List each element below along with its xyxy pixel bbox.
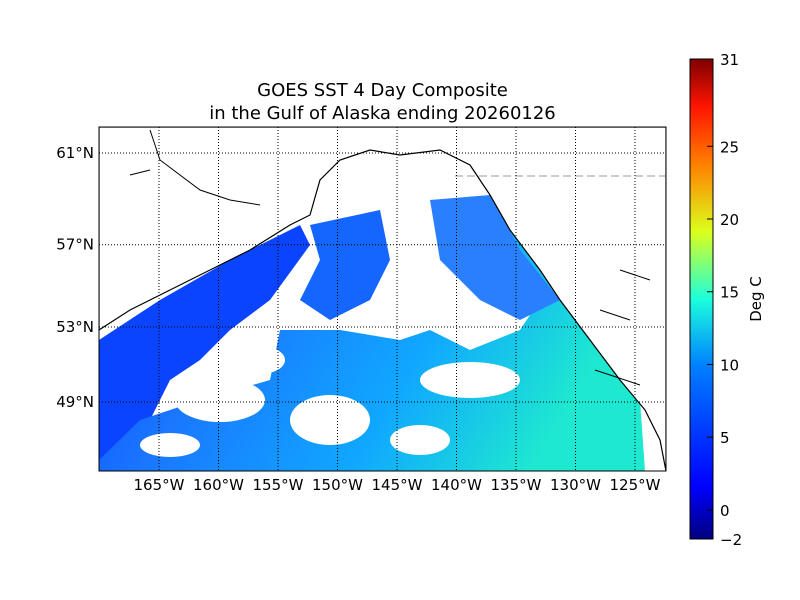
sst-patch-central <box>300 210 390 320</box>
colorbar <box>689 58 714 540</box>
colorbar-label: Deg C <box>747 276 765 322</box>
lat-tick-label: 49°N <box>56 393 94 411</box>
land-alaska-canada <box>99 127 666 471</box>
sst-patch-west <box>99 225 310 460</box>
colorbar-tick-label: 20 <box>720 211 739 229</box>
lon-tick-label: 145°W <box>372 476 423 494</box>
colorbar-tick-label: 15 <box>720 284 739 302</box>
lon-tick-label: 165°W <box>134 476 185 494</box>
chart-title-line-2: in the Gulf of Alaska ending 20260126 <box>209 103 556 124</box>
lon-tick-label: 155°W <box>253 476 304 494</box>
colorbar-tick-label: 0 <box>720 502 730 520</box>
lon-tick-label: 140°W <box>431 476 482 494</box>
chart-title-line-1: GOES SST 4 Day Composite <box>257 80 508 101</box>
sst-patch-northeast <box>430 195 560 320</box>
lon-tick-label: 130°W <box>550 476 601 494</box>
lon-tick-label: 150°W <box>312 476 363 494</box>
colorbar-tick-label: 5 <box>720 429 730 447</box>
lat-tick-label: 53°N <box>56 318 94 336</box>
lon-tick-label: 125°W <box>610 476 661 494</box>
colorbar-tick-label: −2 <box>720 531 742 549</box>
lon-tick-label: 160°W <box>193 476 244 494</box>
colorbar-tick-label: 25 <box>720 138 739 156</box>
map-frame <box>98 126 667 472</box>
graticule <box>99 127 666 471</box>
cloud-gaps <box>140 346 520 457</box>
sst-field <box>99 127 666 471</box>
coast-detail <box>129 129 651 386</box>
lat-tick-label: 57°N <box>56 236 94 254</box>
lon-tick-label: 135°W <box>491 476 542 494</box>
lat-tick-label: 61°N <box>56 144 94 162</box>
colorbar-tick-label: 31 <box>720 51 739 69</box>
colorbar-tick-label: 10 <box>720 356 739 374</box>
